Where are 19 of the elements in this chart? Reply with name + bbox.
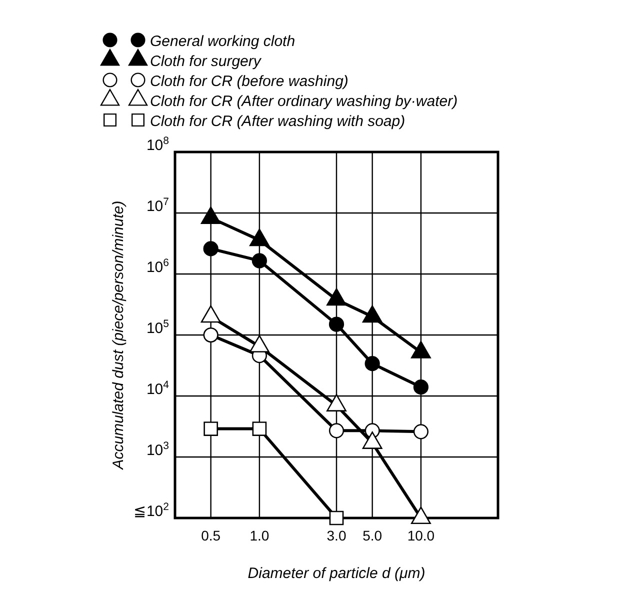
y-tick-label: 10$^{4}$	[146, 379, 170, 398]
legend-label: General working cloth	[150, 33, 296, 50]
y-tick-label: 10$^{8}$	[146, 135, 170, 154]
x-tick-label: 5.0	[362, 528, 382, 544]
legend-label: Cloth for CR (After ordinary washing by·water)	[150, 93, 458, 110]
x-tick-label: 10.0	[407, 528, 435, 544]
y-tick-label: ≦10$^{2}$	[133, 501, 170, 520]
x-axis-title: Diameter of particle d (μm)	[248, 565, 426, 582]
y-tick-label: 10$^{7}$	[146, 196, 170, 215]
x-tick-label: 3.0	[326, 528, 346, 544]
x-tick-label: 1.0	[250, 528, 270, 544]
legend-label: Cloth for surgery	[150, 53, 262, 70]
y-axis-title: Accumulated dust (piece/person/minute)	[110, 200, 127, 470]
x-tick-label: 0.5	[201, 528, 221, 544]
legend-label: Cloth for CR (After washing with soap)	[150, 113, 406, 130]
y-tick-label: 10$^{5}$	[146, 318, 170, 337]
legend-label: Cloth for CR (before washing)	[150, 73, 348, 90]
y-tick-label: 10$^{6}$	[146, 257, 170, 276]
y-tick-label: 10$^{3}$	[146, 440, 170, 459]
